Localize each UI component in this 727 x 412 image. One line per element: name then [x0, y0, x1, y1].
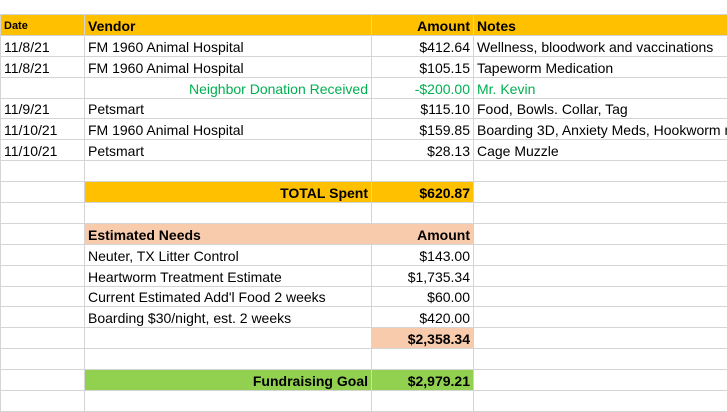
- expense-amount[interactable]: $115.10: [372, 98, 474, 119]
- empty-cell[interactable]: [474, 307, 727, 328]
- estimate-amount[interactable]: $420.00: [372, 307, 474, 328]
- header-notes[interactable]: Notes: [474, 15, 727, 36]
- empty-cell[interactable]: [85, 203, 372, 224]
- estimated-amount-heading[interactable]: Amount: [372, 223, 474, 244]
- empty-cell[interactable]: [1, 370, 85, 391]
- expense-date[interactable]: 11/10/21: [1, 140, 85, 161]
- header-vendor[interactable]: Vendor: [85, 15, 372, 36]
- estimate-row: Current Estimated Add'l Food 2 weeks $60…: [1, 286, 727, 307]
- empty-cell[interactable]: [474, 182, 727, 203]
- expense-vendor[interactable]: FM 1960 Animal Hospital: [85, 56, 372, 77]
- expense-vendor[interactable]: FM 1960 Animal Hospital: [85, 35, 372, 56]
- donation-row: Neighbor Donation Received -$200.00 Mr. …: [1, 77, 727, 98]
- empty-row: [1, 161, 727, 182]
- estimate-amount[interactable]: $143.00: [372, 244, 474, 265]
- estimate-row: Neuter, TX Litter Control $143.00: [1, 244, 727, 265]
- goal-row: Fundraising Goal $2,979.21: [1, 370, 727, 391]
- empty-cell[interactable]: [474, 161, 727, 182]
- empty-row: [1, 391, 727, 412]
- expense-vendor[interactable]: Petsmart: [85, 98, 372, 119]
- header-amount[interactable]: Amount: [372, 15, 474, 36]
- empty-cell[interactable]: [372, 391, 474, 412]
- empty-cell[interactable]: [474, 265, 727, 286]
- empty-cell[interactable]: [1, 286, 85, 307]
- empty-cell[interactable]: [372, 349, 474, 370]
- empty-row: [1, 349, 727, 370]
- empty-cell[interactable]: [1, 349, 85, 370]
- empty-cell[interactable]: [1, 307, 85, 328]
- empty-cell[interactable]: [1, 391, 85, 412]
- expense-vendor[interactable]: FM 1960 Animal Hospital: [85, 119, 372, 140]
- empty-cell[interactable]: [372, 161, 474, 182]
- estimate-label[interactable]: Neuter, TX Litter Control: [85, 244, 372, 265]
- estimated-needs-heading[interactable]: Estimated Needs: [85, 223, 372, 244]
- empty-cell[interactable]: [474, 370, 727, 391]
- expense-notes[interactable]: Tapeworm Medication: [474, 56, 727, 77]
- empty-cell[interactable]: [85, 161, 372, 182]
- estimate-row: Boarding $30/night, est. 2 weeks $420.00: [1, 307, 727, 328]
- estimate-label[interactable]: Heartworm Treatment Estimate: [85, 265, 372, 286]
- expense-row: 11/10/21 Petsmart $28.13 Cage Muzzle: [1, 140, 727, 161]
- empty-cell[interactable]: [372, 203, 474, 224]
- empty-row: [1, 203, 727, 224]
- expense-row: 11/8/21 FM 1960 Animal Hospital $412.64 …: [1, 35, 727, 56]
- expense-date[interactable]: 11/8/21: [1, 56, 85, 77]
- expense-row: 11/9/21 Petsmart $115.10 Food, Bowls. Co…: [1, 98, 727, 119]
- estimate-amount[interactable]: $1,735.34: [372, 265, 474, 286]
- expense-notes[interactable]: Wellness, bloodwork and vaccinations: [474, 35, 727, 56]
- total-label[interactable]: TOTAL Spent: [85, 182, 372, 203]
- estimate-subtotal-row: $2,358.34: [1, 328, 727, 349]
- estimate-label[interactable]: Boarding $30/night, est. 2 weeks: [85, 307, 372, 328]
- empty-cell[interactable]: [85, 391, 372, 412]
- estimate-subtotal[interactable]: $2,358.34: [372, 328, 474, 349]
- goal-label[interactable]: Fundraising Goal: [85, 370, 372, 391]
- expense-date[interactable]: 11/8/21: [1, 35, 85, 56]
- expense-date[interactable]: 11/9/21: [1, 98, 85, 119]
- empty-cell[interactable]: [1, 203, 85, 224]
- donation-amount[interactable]: -$200.00: [372, 77, 474, 98]
- expense-row: 11/8/21 FM 1960 Animal Hospital $105.15 …: [1, 56, 727, 77]
- header-row: Date Vendor Amount Notes: [1, 15, 727, 36]
- empty-cell[interactable]: [474, 203, 727, 224]
- estimate-amount[interactable]: $60.00: [372, 286, 474, 307]
- donation-label[interactable]: Neighbor Donation Received: [85, 77, 372, 98]
- expense-date[interactable]: 11/10/21: [1, 119, 85, 140]
- empty-cell[interactable]: [474, 223, 727, 244]
- expense-notes[interactable]: Food, Bowls. Collar, Tag: [474, 98, 727, 119]
- empty-cell[interactable]: [474, 349, 727, 370]
- empty-cell[interactable]: [474, 286, 727, 307]
- expense-table: Date Vendor Amount Notes 11/8/21 FM 1960…: [0, 14, 727, 412]
- expense-date[interactable]: [1, 77, 85, 98]
- empty-cell[interactable]: [1, 244, 85, 265]
- expense-amount[interactable]: $412.64: [372, 35, 474, 56]
- total-row: TOTAL Spent $620.87: [1, 182, 727, 203]
- expense-notes[interactable]: Boarding 3D, Anxiety Meds, Hookworm meds: [474, 119, 727, 140]
- estimated-header-row: Estimated Needs Amount: [1, 223, 727, 244]
- empty-cell[interactable]: [1, 328, 85, 349]
- empty-cell[interactable]: [474, 244, 727, 265]
- expense-notes[interactable]: Cage Muzzle: [474, 140, 727, 161]
- expense-row: 11/10/21 FM 1960 Animal Hospital $159.85…: [1, 119, 727, 140]
- empty-cell[interactable]: [1, 223, 85, 244]
- expense-vendor[interactable]: Petsmart: [85, 140, 372, 161]
- empty-cell[interactable]: [474, 328, 727, 349]
- empty-cell[interactable]: [85, 328, 372, 349]
- header-date[interactable]: Date: [1, 15, 85, 36]
- total-amount[interactable]: $620.87: [372, 182, 474, 203]
- empty-cell[interactable]: [474, 391, 727, 412]
- donation-notes[interactable]: Mr. Kevin: [474, 77, 727, 98]
- expense-amount[interactable]: $28.13: [372, 140, 474, 161]
- estimate-label[interactable]: Current Estimated Add'l Food 2 weeks: [85, 286, 372, 307]
- goal-amount[interactable]: $2,979.21: [372, 370, 474, 391]
- empty-cell[interactable]: [1, 161, 85, 182]
- empty-cell[interactable]: [1, 265, 85, 286]
- empty-cell[interactable]: [85, 349, 372, 370]
- empty-cell[interactable]: [1, 182, 85, 203]
- estimate-row: Heartworm Treatment Estimate $1,735.34: [1, 265, 727, 286]
- expense-amount[interactable]: $159.85: [372, 119, 474, 140]
- expense-amount[interactable]: $105.15: [372, 56, 474, 77]
